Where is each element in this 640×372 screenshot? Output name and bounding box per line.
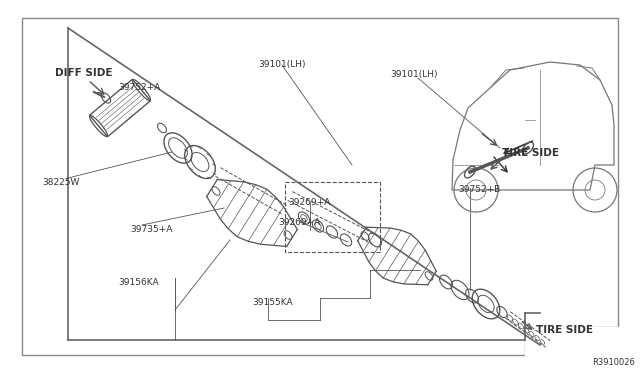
Text: TIRE SIDE: TIRE SIDE xyxy=(502,148,559,158)
Text: 39735+A: 39735+A xyxy=(130,225,172,234)
Text: 39269+A: 39269+A xyxy=(278,218,320,227)
Text: DIFF SIDE: DIFF SIDE xyxy=(55,68,113,78)
Text: 39752+B: 39752+B xyxy=(458,185,500,194)
Text: R3910026: R3910026 xyxy=(592,358,635,367)
Text: 39155KA: 39155KA xyxy=(252,298,292,307)
Text: TIRE SIDE: TIRE SIDE xyxy=(536,325,593,335)
Text: 39156KA: 39156KA xyxy=(118,278,159,287)
Text: 38225W: 38225W xyxy=(42,178,79,187)
Text: 39101(LH): 39101(LH) xyxy=(390,70,438,79)
Text: 39101(LH): 39101(LH) xyxy=(258,60,305,69)
Text: 39752+A: 39752+A xyxy=(118,83,160,92)
Text: 39269+A: 39269+A xyxy=(288,198,330,207)
Bar xyxy=(525,327,620,357)
